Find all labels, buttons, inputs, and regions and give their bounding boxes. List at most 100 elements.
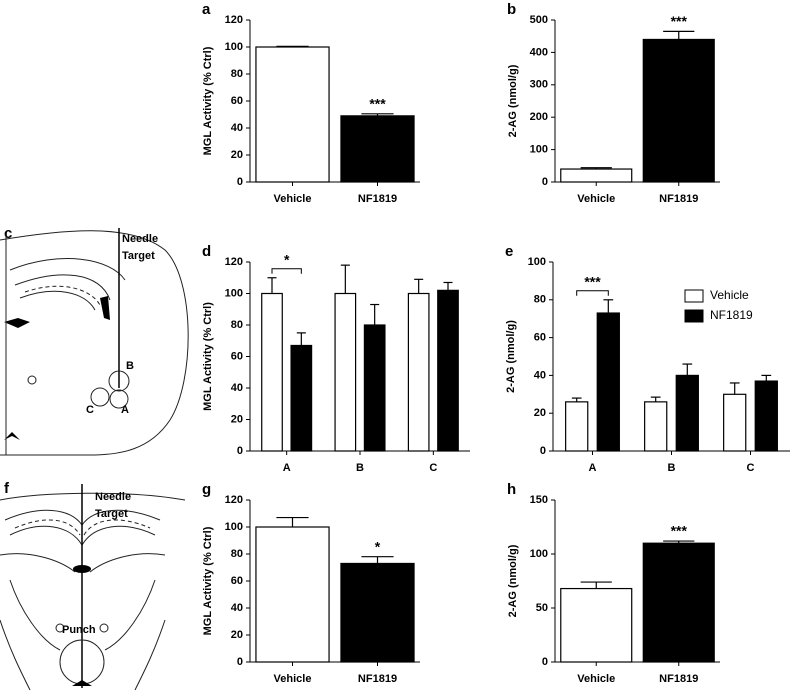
y-tick-label: 20	[231, 149, 243, 161]
diagram-c: c Needle Target B C A	[0, 225, 189, 456]
ventricle	[100, 296, 110, 320]
bar	[261, 292, 283, 452]
significance-label: ***	[671, 523, 688, 539]
legend-label: Vehicle	[710, 288, 749, 302]
y-tick-label: 100	[225, 41, 243, 53]
y-tick-label: 300	[530, 79, 548, 91]
y-tick-label: 120	[225, 14, 243, 26]
y-tick-label: 40	[231, 122, 243, 134]
y-tick-label: 100	[225, 521, 243, 533]
bar	[340, 115, 415, 183]
x-tick-label: Vehicle	[577, 193, 615, 205]
brain-structure	[14, 519, 151, 536]
x-tick-label: B	[668, 462, 676, 474]
panel-letter: e	[505, 243, 513, 260]
panel-letter: g	[202, 481, 211, 498]
y-axis-label: 2-AG (nmol/g)	[505, 320, 517, 393]
y-tick-label: 80	[231, 319, 243, 331]
bar	[255, 526, 330, 663]
y-tick-label: 200	[530, 111, 548, 123]
significance-label: ***	[369, 96, 386, 112]
bar	[565, 401, 589, 452]
y-tick-label: 40	[534, 369, 546, 381]
panel-letter: a	[202, 1, 211, 18]
diagram-label: Needle	[95, 491, 131, 503]
x-tick-label: Vehicle	[274, 673, 312, 685]
y-axis-label: 2-AG (nmol/g)	[507, 544, 519, 617]
y-tick-label: 0	[542, 656, 548, 668]
significance-bracket	[271, 268, 302, 274]
y-tick-label: 120	[225, 256, 243, 268]
bar	[255, 46, 330, 183]
y-tick-label: 100	[528, 256, 546, 268]
bar	[340, 562, 415, 663]
significance-label: *	[284, 251, 290, 267]
y-tick-label: 20	[231, 629, 243, 641]
y-tick-label: 500	[530, 14, 548, 26]
bar	[754, 380, 778, 452]
diagram-label: Target	[95, 508, 128, 520]
bar	[560, 168, 633, 183]
bar	[642, 542, 715, 663]
bar	[644, 401, 668, 452]
y-tick-label: 100	[225, 287, 243, 299]
y-tick-label: 20	[231, 413, 243, 425]
bar	[560, 587, 633, 663]
y-axis-label: MGL Activity (% Ctrl)	[202, 46, 214, 155]
x-tick-label: B	[356, 462, 364, 474]
diagram-label: A	[121, 404, 129, 416]
x-tick-label: A	[589, 462, 597, 474]
panel-letter: c	[4, 225, 12, 242]
ventricle	[72, 680, 92, 686]
significance-label: ***	[671, 13, 688, 29]
y-tick-label: 0	[237, 445, 243, 457]
ventricle	[4, 432, 20, 440]
y-tick-label: 0	[540, 445, 546, 457]
diagram-label: Needle	[122, 233, 158, 245]
y-tick-label: 80	[534, 294, 546, 306]
y-tick-label: 0	[542, 176, 548, 188]
y-tick-label: 0	[237, 656, 243, 668]
brain-structure	[24, 285, 101, 306]
x-tick-label: NF1819	[659, 193, 698, 205]
ventricle	[4, 318, 30, 328]
target-site	[90, 387, 110, 407]
diagram-label: C	[86, 404, 94, 416]
diagram-f: f Needle Target Punch	[0, 480, 186, 691]
x-tick-label: NF1819	[358, 193, 397, 205]
y-tick-label: 80	[231, 68, 243, 80]
y-tick-label: 150	[530, 494, 548, 506]
bar	[407, 292, 430, 452]
x-tick-label: NF1819	[659, 673, 698, 685]
y-tick-label: 40	[231, 382, 243, 394]
y-tick-label: 400	[530, 46, 548, 58]
diagram-label: Target	[122, 250, 155, 262]
bar	[437, 289, 459, 452]
legend-swatch	[684, 289, 704, 303]
bar	[723, 393, 747, 452]
y-tick-label: 120	[225, 494, 243, 506]
landmark	[99, 623, 109, 633]
x-tick-label: C	[429, 462, 437, 474]
brain-outline	[0, 492, 186, 501]
y-tick-label: 60	[231, 575, 243, 587]
y-tick-label: 60	[534, 332, 546, 344]
y-tick-label: 60	[231, 95, 243, 107]
significance-label: *	[375, 538, 381, 554]
panel-letter: h	[507, 481, 516, 498]
bar	[334, 292, 357, 452]
x-tick-label: Vehicle	[577, 673, 615, 685]
legend-label: NF1819	[710, 308, 753, 322]
bar	[363, 324, 386, 452]
significance-bracket	[576, 290, 609, 296]
landmark	[55, 623, 65, 633]
brain-outline	[0, 230, 189, 456]
x-tick-label: A	[283, 462, 291, 474]
target-site	[109, 389, 129, 409]
y-tick-label: 100	[530, 548, 548, 560]
brain-structure	[0, 553, 166, 691]
y-tick-label: 20	[534, 407, 546, 419]
bar	[290, 344, 313, 452]
y-tick-label: 80	[231, 548, 243, 560]
